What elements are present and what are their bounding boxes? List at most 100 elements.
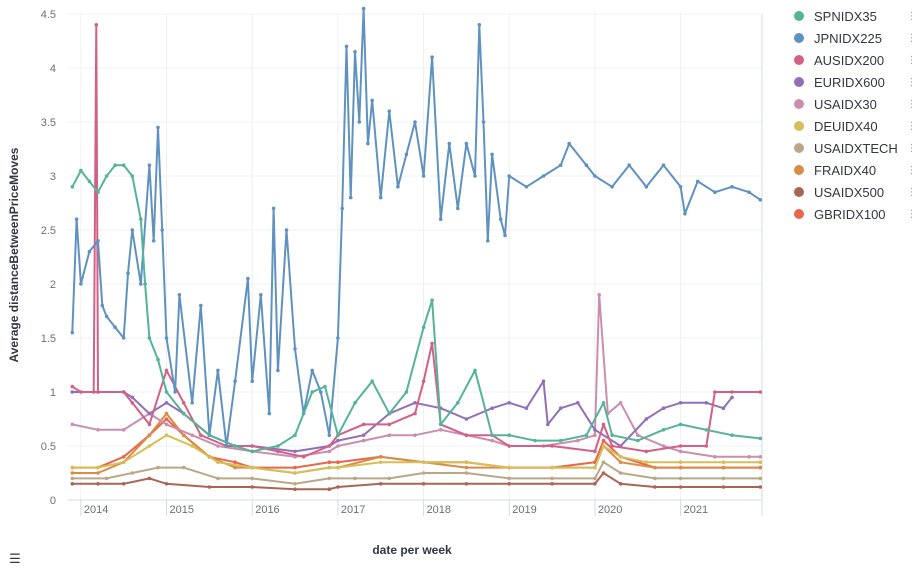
data-point <box>644 460 649 465</box>
data-point <box>584 433 589 438</box>
data-point <box>546 422 550 427</box>
legend-label: USAIDX500 <box>814 184 885 200</box>
vertical-ellipsis-icon[interactable]: ⋮ <box>906 76 917 88</box>
data-point <box>593 433 597 438</box>
data-point <box>121 455 126 459</box>
data-point <box>70 465 75 470</box>
series-line <box>72 461 761 485</box>
y-tick-label: 2.5 <box>41 225 56 237</box>
data-point <box>524 406 529 411</box>
data-point <box>361 433 366 438</box>
vertical-ellipsis-icon[interactable]: ⋮ <box>906 54 917 66</box>
data-point <box>421 325 426 330</box>
data-point <box>507 433 512 438</box>
data-point <box>366 141 370 146</box>
data-point <box>70 482 75 486</box>
data-point <box>558 163 563 167</box>
x-tick-label: 2020 <box>598 504 622 516</box>
data-point <box>438 422 443 427</box>
vertical-ellipsis-icon[interactable]: ⋮ <box>906 208 917 220</box>
data-point <box>713 190 717 194</box>
data-point <box>164 368 169 373</box>
data-point <box>327 465 332 470</box>
legend-item-usaidx500[interactable]: USAIDX500 ⋮ <box>794 181 917 203</box>
legend-item-jpnidx225[interactable]: JPNIDX225 ⋮ <box>794 27 917 49</box>
series-line <box>72 293 761 458</box>
data-point <box>79 390 83 394</box>
data-point <box>267 411 272 416</box>
data-point <box>550 465 554 470</box>
data-point <box>207 485 212 489</box>
data-point <box>473 174 477 178</box>
data-point <box>276 444 280 448</box>
vertical-ellipsis-icon[interactable]: ⋮ <box>906 10 917 22</box>
data-point <box>507 482 512 486</box>
data-point <box>164 401 169 405</box>
data-point <box>678 465 683 470</box>
data-point <box>678 444 683 448</box>
y-axis: 0 0.5 1 1.5 2 2.5 3 3.5 4 4.5 <box>41 9 56 507</box>
data-point <box>336 438 340 443</box>
data-point <box>91 390 96 394</box>
data-point <box>644 185 649 189</box>
vertical-ellipsis-icon[interactable]: ⋮ <box>906 98 917 110</box>
data-point <box>644 449 649 454</box>
data-point <box>758 465 763 470</box>
legend-item-spnidx35[interactable]: SPNIDX35 ⋮ <box>794 5 917 27</box>
legend-item-ausidx200[interactable]: AUSIDX200 ⋮ <box>794 49 917 71</box>
data-point <box>533 438 537 443</box>
data-point <box>147 411 152 416</box>
chart-grid <box>68 13 762 501</box>
legend-item-fraidx40[interactable]: FRAIDX40 ⋮ <box>794 159 917 181</box>
data-point <box>758 476 763 481</box>
data-point <box>576 438 580 443</box>
legend-label: USAIDX30 <box>814 96 877 112</box>
data-point <box>361 438 366 443</box>
vertical-ellipsis-icon[interactable]: ⋮ <box>906 32 917 44</box>
data-point <box>404 390 409 394</box>
data-point <box>421 174 426 178</box>
data-point <box>190 401 194 405</box>
data-point <box>348 195 353 200</box>
data-point <box>490 438 494 443</box>
data-point <box>113 163 117 167</box>
legend-label: EURIDX600 <box>814 74 885 90</box>
series-euridx600 <box>70 379 734 454</box>
data-point <box>430 298 434 303</box>
data-point <box>250 444 254 448</box>
data-point <box>164 422 169 427</box>
legend-item-deuidx40[interactable]: DEUIDX40 ⋮ <box>794 115 917 137</box>
data-point <box>173 390 177 394</box>
legend-item-usaidxtech[interactable]: USAIDXTECH ⋮ <box>794 137 917 159</box>
data-point <box>96 471 100 475</box>
vertical-ellipsis-icon[interactable]: ⋮ <box>906 186 917 198</box>
data-point <box>636 438 640 443</box>
data-point <box>558 406 563 411</box>
data-point <box>164 433 169 438</box>
legend-item-euridx600[interactable]: EURIDX600 ⋮ <box>794 71 917 93</box>
data-point <box>370 379 375 384</box>
vertical-ellipsis-icon[interactable]: ⋮ <box>906 120 917 132</box>
data-point <box>593 476 597 481</box>
data-point <box>96 482 100 486</box>
list-icon[interactable]: ☰ <box>9 551 21 566</box>
data-point <box>130 401 135 405</box>
data-point <box>336 465 340 470</box>
vertical-ellipsis-icon[interactable]: ⋮ <box>906 164 917 176</box>
data-point <box>387 476 392 481</box>
y-tick-label: 2 <box>50 279 56 291</box>
data-point <box>704 444 709 448</box>
data-point <box>593 449 597 454</box>
data-point <box>323 384 327 389</box>
vertical-ellipsis-icon[interactable]: ⋮ <box>906 142 917 154</box>
data-point <box>250 379 254 384</box>
legend-item-gbridx100[interactable]: GBRIDX100 ⋮ <box>794 203 917 225</box>
legend-item-usaidx30[interactable]: USAIDX30 ⋮ <box>794 93 917 115</box>
data-point <box>464 460 469 465</box>
x-tick-label: 2015 <box>170 504 194 516</box>
data-point <box>147 444 152 448</box>
data-point <box>121 460 126 465</box>
data-point <box>96 428 100 432</box>
data-point <box>430 55 434 59</box>
data-point <box>301 455 306 459</box>
